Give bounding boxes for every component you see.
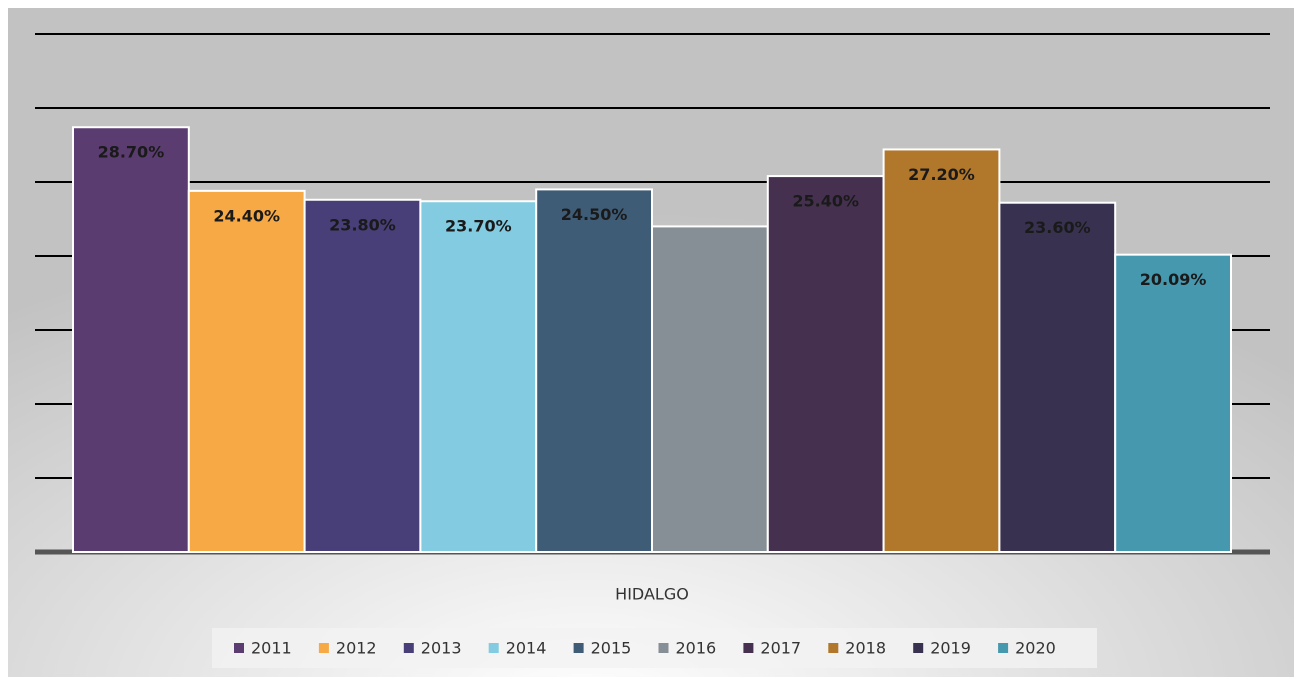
data-label: 23.80%: [329, 215, 396, 234]
legend-swatch: [828, 643, 839, 653]
bar: [998, 201, 1117, 553]
legend-label: 2015: [591, 639, 632, 658]
data-label: 24.50%: [561, 205, 628, 224]
data-label: 28.70%: [98, 143, 165, 162]
legend-swatch: [488, 643, 499, 653]
legend-label: 2013: [421, 639, 462, 658]
bar: [419, 200, 538, 554]
legend-label: 2011: [251, 639, 292, 658]
bar: [766, 175, 885, 554]
bar: [1114, 253, 1232, 553]
legend-swatch: [998, 643, 1009, 653]
legend-swatch: [318, 643, 329, 653]
data-label: 20.09%: [1140, 270, 1207, 289]
legend-swatch: [403, 643, 414, 653]
data-label: 24.40%: [213, 206, 280, 225]
data-label: 27.20%: [908, 165, 975, 184]
legend-swatch: [234, 643, 244, 653]
legend-box: [212, 628, 1097, 668]
bar: [187, 189, 306, 553]
data-label: 23.70%: [445, 217, 512, 236]
legend-swatch: [573, 643, 584, 653]
legend-label: 2014: [506, 639, 547, 658]
legend-label: 2016: [676, 639, 717, 658]
bar: [535, 188, 654, 553]
bar: [651, 225, 769, 553]
legend-label: 2018: [845, 639, 886, 658]
bar: [882, 148, 1001, 553]
legend-label: 2019: [930, 639, 971, 658]
x-axis-label: HIDALGO: [615, 585, 689, 604]
data-label: 23.60%: [1024, 218, 1091, 237]
data-label: 25.40%: [792, 192, 859, 211]
legend-swatch: [743, 643, 754, 653]
legend-swatch: [658, 643, 669, 653]
legend-label: 2012: [336, 639, 377, 658]
bar: [303, 198, 422, 553]
legend-label: 2017: [760, 639, 801, 658]
legend-swatch: [913, 643, 924, 653]
bar: [72, 126, 190, 554]
legend-label: 2020: [1015, 639, 1056, 658]
